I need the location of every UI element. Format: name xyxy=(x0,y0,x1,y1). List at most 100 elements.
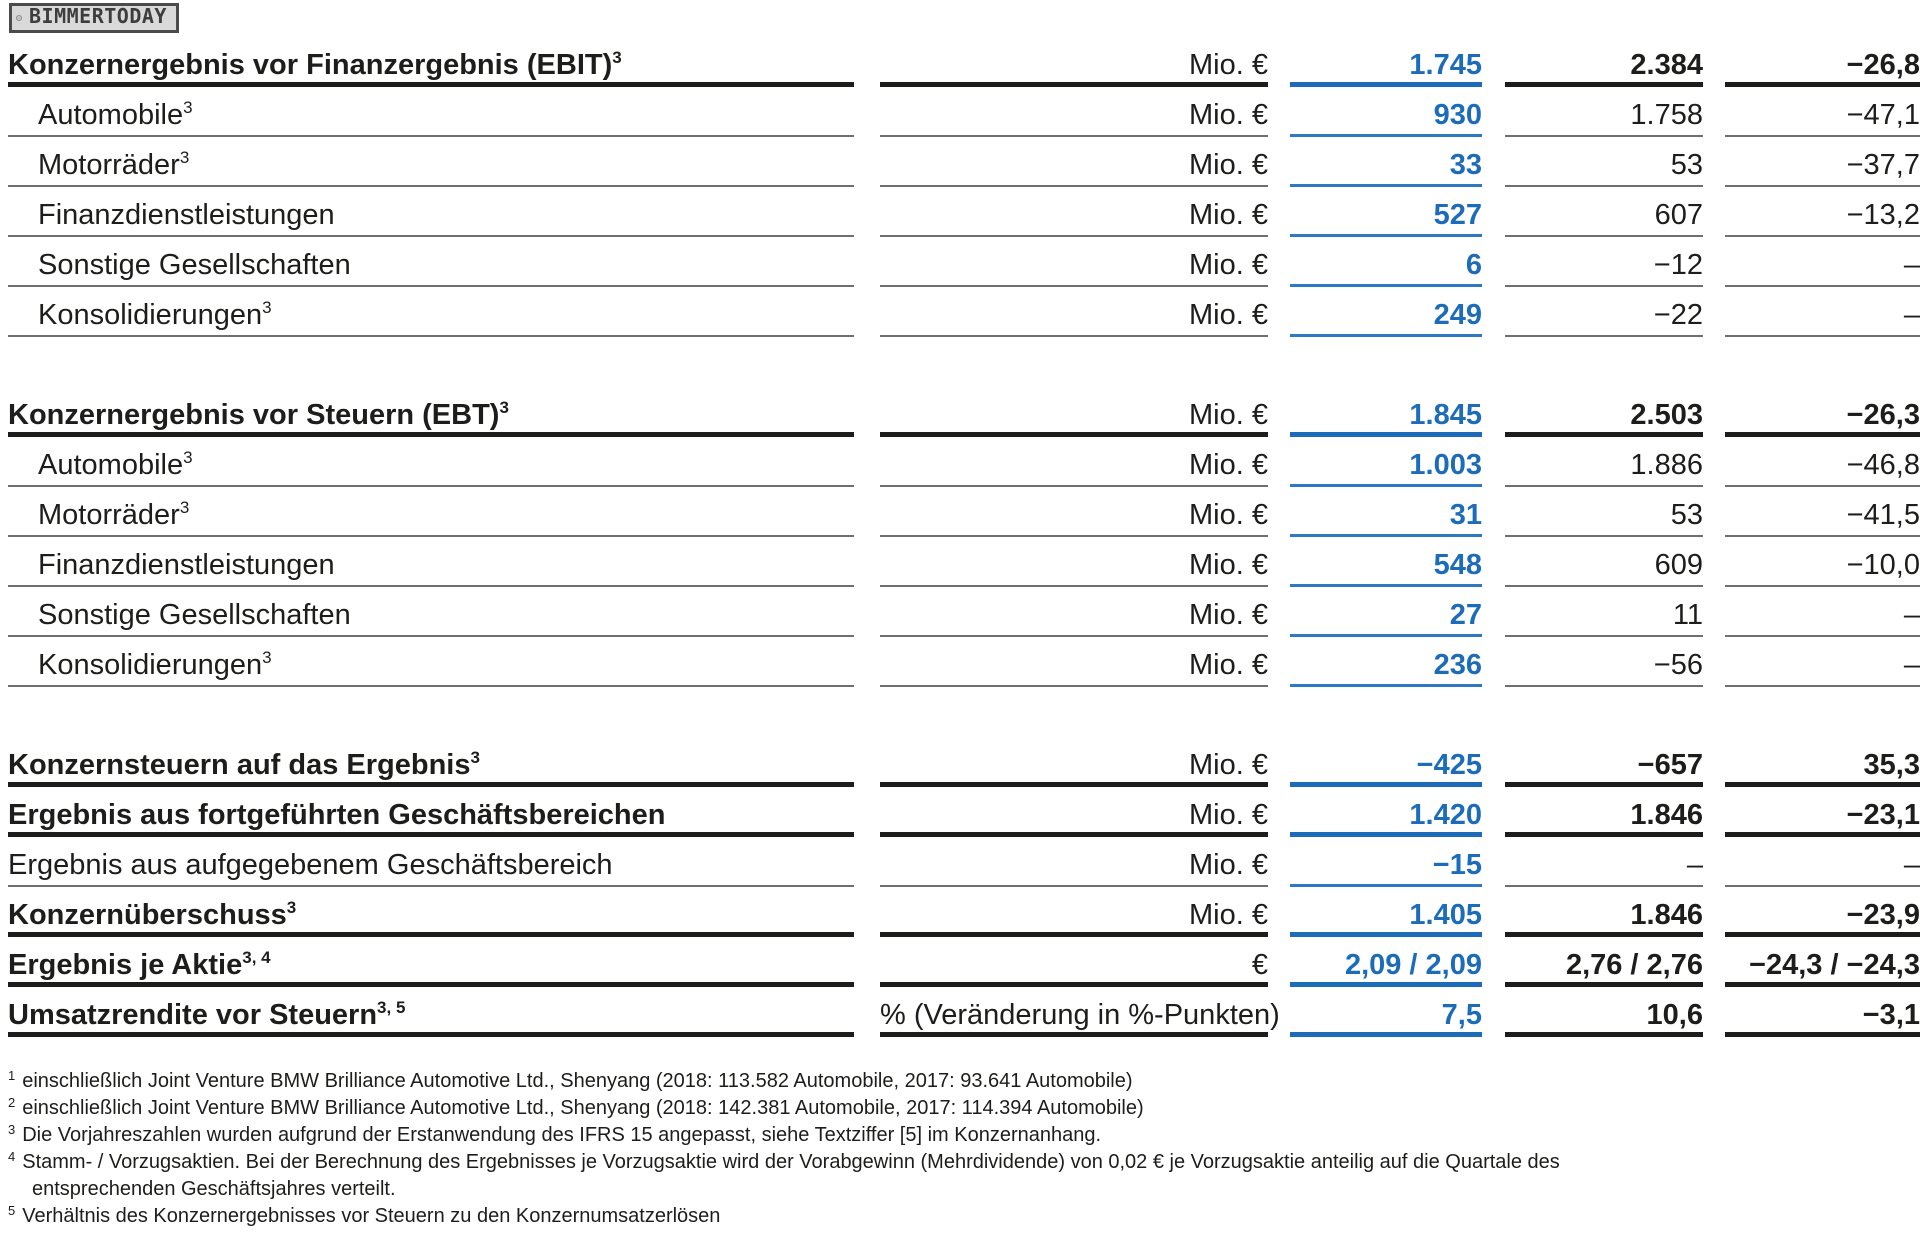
column-gap xyxy=(1482,437,1505,487)
column-gap xyxy=(1703,237,1725,287)
row-unit: Mio. € xyxy=(880,187,1268,237)
table-row: Konsolidierungen3 Mio. € 236 −56 – xyxy=(8,637,1920,687)
row-label: Umsatzrendite vor Steuern xyxy=(8,999,378,1031)
row-label: Konzernergebnis vor Finanzergebnis (EBIT… xyxy=(8,49,613,81)
column-gap xyxy=(1703,837,1725,887)
row-label-cell: Konsolidierungen3 xyxy=(8,637,854,687)
row-unit: Mio. € xyxy=(880,587,1268,637)
column-gap xyxy=(1703,537,1725,587)
row-value-current: 548 xyxy=(1290,537,1482,587)
row-value-previous: 607 xyxy=(1505,187,1703,237)
column-gap xyxy=(1268,187,1290,237)
column-gap xyxy=(1703,287,1725,337)
column-gap xyxy=(1482,737,1505,787)
row-value-change: −24,3 / −24,3 xyxy=(1725,937,1920,987)
column-gap xyxy=(1482,487,1505,537)
column-gap xyxy=(854,87,880,137)
column-gap xyxy=(1268,437,1290,487)
column-gap xyxy=(1703,187,1725,237)
row-unit: Mio. € xyxy=(880,787,1268,837)
table-row: Ergebnis je Aktie3, 4 € 2,09 / 2,09 2,76… xyxy=(8,937,1920,987)
row-unit: Mio. € xyxy=(880,237,1268,287)
column-gap xyxy=(1268,787,1290,837)
row-value-previous: −56 xyxy=(1505,637,1703,687)
column-gap xyxy=(1268,137,1290,187)
row-unit: Mio. € xyxy=(880,387,1268,437)
row-value-current: 2,09 / 2,09 xyxy=(1290,937,1482,987)
footnote-marker: 2 xyxy=(8,1095,16,1110)
footnote-marker: 5 xyxy=(8,1203,16,1218)
row-unit: Mio. € xyxy=(880,537,1268,587)
column-gap xyxy=(1482,537,1505,587)
row-value-current: 31 xyxy=(1290,487,1482,537)
column-gap xyxy=(854,737,880,787)
row-value-change: – xyxy=(1725,287,1920,337)
footnote-2: 2 einschließlich Joint Venture BMW Brilli… xyxy=(8,1095,1698,1122)
row-footnote-ref: 3 xyxy=(262,648,272,667)
row-label: Sonstige Gesellschaften xyxy=(38,599,351,631)
row-value-change: – xyxy=(1725,837,1920,887)
row-unit: € xyxy=(880,937,1268,987)
column-gap xyxy=(854,137,880,187)
row-label: Automobile xyxy=(38,99,184,131)
row-value-change: −23,9 xyxy=(1725,887,1920,937)
column-gap xyxy=(1703,737,1725,787)
row-label: Konzernergebnis vor Steuern (EBT) xyxy=(8,399,500,431)
row-label: Automobile xyxy=(38,449,184,481)
row-value-previous: 2.503 xyxy=(1505,387,1703,437)
row-footnote-ref: 3, 5 xyxy=(377,998,406,1017)
row-label: Finanzdienstleistungen xyxy=(38,549,335,581)
row-value-change: – xyxy=(1725,237,1920,287)
column-gap xyxy=(1268,987,1290,1037)
table-row: Konzernüberschuss3 Mio. € 1.405 1.846 −2… xyxy=(8,887,1920,937)
row-value-previous: 1.846 xyxy=(1505,787,1703,837)
footnote-5: 5 Verhältnis des Konzernergebnisses vor S… xyxy=(8,1203,1698,1230)
row-label-cell: Finanzdienstleistungen xyxy=(8,187,854,237)
bimmertoday-logo: BIMMERTODAY xyxy=(9,3,179,33)
logo-text: BIMMERTODAY xyxy=(29,4,167,28)
row-value-change: −46,8 xyxy=(1725,437,1920,487)
column-gap xyxy=(1268,237,1290,287)
row-label-cell: Umsatzrendite vor Steuern3, 5 xyxy=(8,987,854,1037)
row-value-previous: −22 xyxy=(1505,287,1703,337)
column-gap xyxy=(854,287,880,337)
row-label-cell: Konzernsteuern auf das Ergebnis3 xyxy=(8,737,854,787)
table-row: Konzernergebnis vor Steuern (EBT)3 Mio. … xyxy=(8,387,1920,437)
row-value-current: 236 xyxy=(1290,637,1482,687)
column-gap xyxy=(1703,137,1725,187)
column-gap xyxy=(854,187,880,237)
row-footnote-ref: 3 xyxy=(612,48,622,67)
column-gap xyxy=(854,487,880,537)
column-gap xyxy=(1703,787,1725,837)
column-gap xyxy=(1268,737,1290,787)
row-value-previous: −657 xyxy=(1505,737,1703,787)
column-gap xyxy=(1268,37,1290,87)
row-footnote-ref: 3 xyxy=(286,898,297,917)
column-gap xyxy=(854,937,880,987)
footnote-text: einschließlich Joint Venture BMW Brillia… xyxy=(22,1070,1133,1092)
row-value-change: – xyxy=(1725,587,1920,637)
column-gap xyxy=(1703,87,1725,137)
row-label: Konzernsteuern auf das Ergebnis xyxy=(8,749,471,781)
footnote-1: 1 einschließlich Joint Venture BMW Brilli… xyxy=(8,1068,1698,1095)
row-value-current: 7,5 xyxy=(1290,987,1482,1037)
row-label-cell: Konzernüberschuss3 xyxy=(8,887,854,937)
row-label: Sonstige Gesellschaften xyxy=(38,249,351,281)
row-value-current: 1.420 xyxy=(1290,787,1482,837)
row-footnote-ref: 3 xyxy=(183,98,193,117)
row-label: Ergebnis je Aktie xyxy=(8,949,243,981)
row-unit: Mio. € xyxy=(880,887,1268,937)
table-row: Ergebnis aus fortgeführten Geschäftsbere… xyxy=(8,787,1920,837)
column-gap xyxy=(1268,837,1290,887)
row-label-cell: Ergebnis aus aufgegebenem Geschäftsberei… xyxy=(8,837,854,887)
row-footnote-ref: 3, 4 xyxy=(242,948,271,967)
row-value-previous: 53 xyxy=(1505,137,1703,187)
table-row: Sonstige Gesellschaften Mio. € 6 −12 – xyxy=(8,237,1920,287)
footnotes: 1 einschließlich Joint Venture BMW Brilli… xyxy=(8,1068,1698,1230)
column-gap xyxy=(854,587,880,637)
row-label-cell: Konsolidierungen3 xyxy=(8,287,854,337)
table-row: Ergebnis aus aufgegebenem Geschäftsberei… xyxy=(8,837,1920,887)
row-unit: Mio. € xyxy=(880,287,1268,337)
row-label: Motorräder xyxy=(38,499,180,531)
row-value-current: 1.405 xyxy=(1290,887,1482,937)
